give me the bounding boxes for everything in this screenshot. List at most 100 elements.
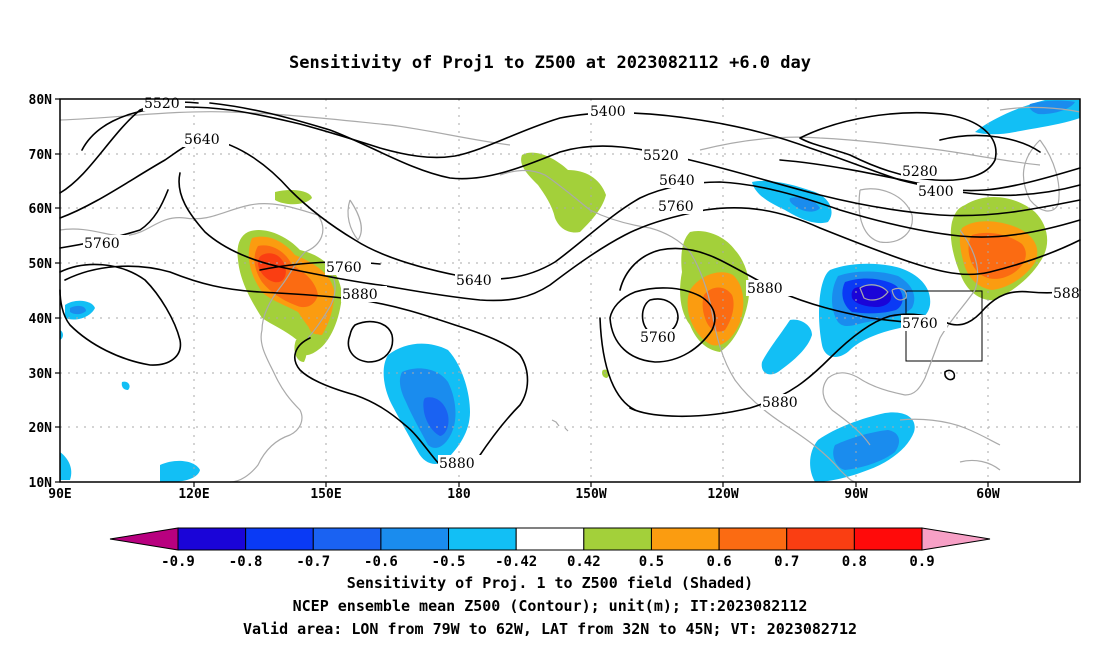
coast-na-east (904, 229, 979, 396)
colorbar: -0.9 -0.8 -0.7 -0.6 -0.5 -0.42 0.42 0.5 0.6 0.7 0.… (109, 527, 991, 570)
contour-label-bg-13 (746, 280, 792, 296)
shade-orange-asia-south (308, 313, 325, 335)
contour-label-bg-12 (455, 272, 501, 288)
colorbar-swatches (109, 527, 991, 551)
caption-line-1: Sensitivity of Proj. 1 to Z500 field (Sh… (347, 574, 753, 592)
contour-label-bg-3 (183, 131, 229, 147)
coast-na-arctic (699, 136, 1041, 166)
contour-label-bg-9 (83, 235, 129, 251)
map-frame (59, 98, 1081, 483)
colorbar-swatch-1 (177, 527, 247, 551)
lon-ticks (193, 482, 989, 487)
contour-labels: 5520 5400 5640 5520 5640 5760 5280 5400 … (83, 95, 1080, 472)
contour-5520-main (209, 102, 1081, 217)
lat-label-60n: 60N (29, 202, 53, 217)
contour-label-5280: 5280 (902, 164, 938, 180)
contour-label-bg-16 (901, 315, 947, 331)
coast-kamchatka (347, 199, 362, 241)
colorbar-tick-label-5: -0.42 (495, 554, 537, 570)
coast-japan (307, 271, 336, 339)
coast-greenland (999, 106, 1081, 212)
colorbar-tick-label-0: -0.9 (161, 554, 195, 570)
coast-hudson (858, 188, 913, 243)
contour-label-5880-b: 5880 (747, 281, 783, 297)
contour-label-5640-a: 5640 (184, 132, 220, 148)
contour-5280 (799, 111, 997, 182)
colorbar-tick-label-7: 0.5 (639, 554, 664, 570)
contour-label-bg-17 (1052, 285, 1080, 301)
shade-lightblue-west-4 (121, 381, 130, 390)
shade-blue-pacific (423, 397, 449, 436)
shade-lightblue-gl-ext (761, 319, 812, 375)
shade-green-small-2 (294, 339, 307, 362)
lon-label-90e: 90E (48, 487, 71, 502)
lon-label-150w: 150W (575, 487, 606, 502)
contour-label-bg-15 (761, 394, 807, 410)
colorbar-tick-label-8: 0.6 (706, 554, 731, 570)
contour-label-5520-a: 5520 (144, 96, 180, 112)
colorbar-labels: -0.9 -0.8 -0.7 -0.6 -0.5 -0.42 0.42 0.5 0.6 0.7 0.… (161, 554, 935, 570)
shade-midblue-west-1 (70, 305, 86, 315)
contour-5760-low (609, 287, 716, 363)
contour-label-5880-a: 5880 (342, 287, 378, 303)
contour-5760-closed-sw (59, 263, 182, 366)
colorbar-swatch-6 (515, 527, 585, 551)
shade-lightblue-west-2 (60, 452, 72, 480)
contour-5880-low-outer (599, 317, 636, 411)
contour-label-bg-10 (325, 259, 371, 275)
shade-darkorange-atlantic (968, 232, 1026, 279)
sensitivity-shading (60, 100, 1080, 482)
lon-label-180: 180 (447, 487, 471, 502)
colorbar-tick-label-4: -0.5 (432, 554, 466, 570)
shade-darkorange-wus (702, 287, 734, 332)
caption-line-3: Valid area: LON from 79W to 62W, LAT fro… (243, 620, 857, 638)
colorbar-swatch-3 (312, 527, 382, 551)
coast-gulf (822, 372, 906, 446)
colorbar-swatch-5 (448, 527, 517, 551)
colorbar-swatch-0 (109, 527, 179, 551)
coast-siberia-north (59, 111, 511, 146)
colorbar-swatch-10 (786, 527, 855, 551)
colorbar-swatch-4 (380, 527, 450, 551)
colorbar-swatch-9 (718, 527, 788, 551)
figure-title: Sensitivity of Proj1 to Z500 at 20230821… (289, 53, 811, 73)
contour-label-5880-c: 5880 (762, 395, 798, 411)
coast-alaska (499, 169, 691, 253)
colorbar-tick-label-11: 0.9 (909, 554, 934, 570)
contour-5760-west (59, 189, 169, 249)
contour-5880-inner-loop (347, 320, 394, 363)
contour-label-bg-8 (917, 183, 963, 199)
contour-label-5640-c: 5640 (456, 273, 492, 289)
contour-5760-main (178, 172, 1081, 302)
contour-5400-arctic (939, 134, 1041, 153)
shade-midblue-gulf (833, 430, 900, 470)
captions: Sensitivity of Proj. 1 to Z500 field (Sh… (243, 574, 857, 638)
contour-label-bg-11 (341, 286, 387, 302)
lat-label-50n: 50N (29, 257, 53, 272)
colorbar-swatch-7 (583, 527, 652, 551)
contour-label-5760-d: 5760 (640, 330, 676, 346)
lat-axis: 80N 70N 60N 50N 40N 30N 20N 10N (29, 93, 53, 491)
colorbar-swatch-8 (650, 527, 720, 551)
contour-label-5640-b: 5640 (659, 173, 695, 189)
lat-ticks (55, 98, 60, 483)
graticule (60, 99, 1080, 482)
colorbar-tick-label-2: -0.7 (296, 554, 330, 570)
lat-label-70n: 70N (29, 148, 53, 163)
contour-5880-east (629, 289, 1081, 418)
contour-label-5400-b: 5400 (918, 184, 954, 200)
contour-label-5520-b: 5520 (643, 148, 679, 164)
contour-label-bg-14 (639, 329, 685, 345)
contour-label-bg-4 (642, 147, 688, 163)
map-panel: 5520 5400 5640 5520 5640 5760 5280 5400 … (29, 93, 1081, 502)
lon-label-120w: 120W (707, 487, 738, 502)
colorbar-tick-label-9: 0.7 (774, 554, 799, 570)
colorbar-swatch-2 (245, 527, 314, 551)
lon-label-60w: 60W (976, 487, 1000, 502)
contour-label-bg-6 (657, 198, 703, 214)
lon-label-90w: 90W (844, 487, 868, 502)
contour-label-588-edge: 588 (1053, 286, 1080, 302)
contour-label-5400-a: 5400 (590, 104, 626, 120)
contour-label-5760-a: 5760 (658, 199, 694, 215)
colorbar-tick-label-1: -0.8 (229, 554, 263, 570)
